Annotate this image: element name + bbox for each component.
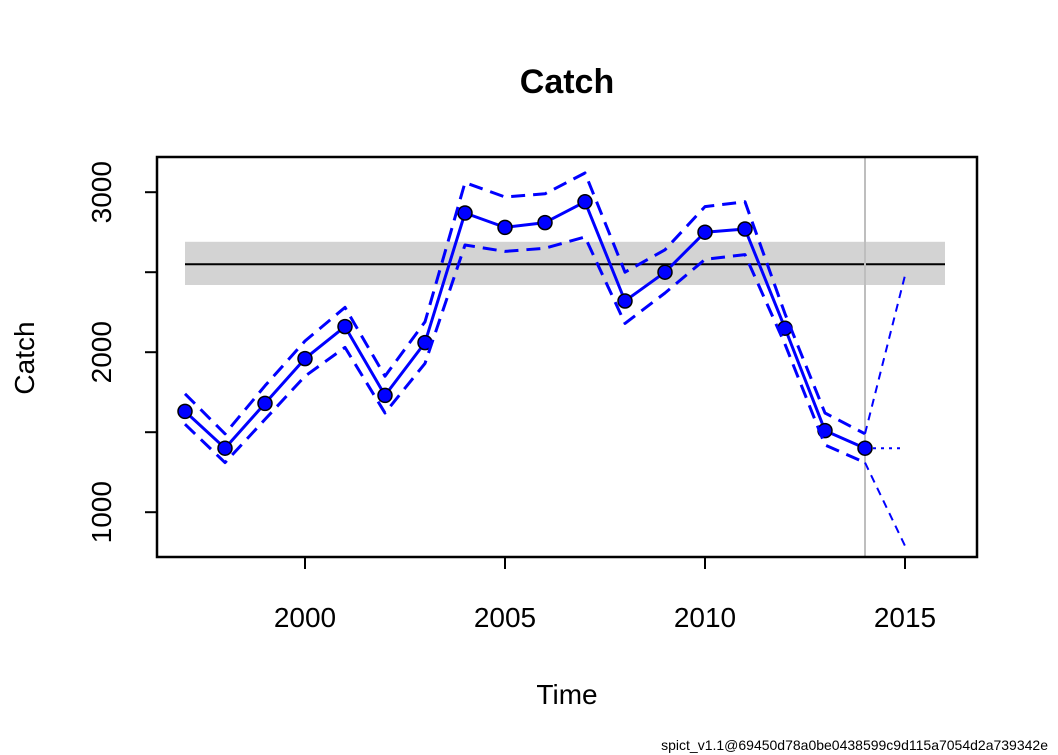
data-point <box>457 205 473 221</box>
data-point <box>657 264 673 280</box>
chart-title: Catch <box>520 63 614 101</box>
series-line-lower-ci <box>183 235 866 465</box>
series-line-upper-ci <box>183 171 866 436</box>
x-tick-label: 2005 <box>474 602 536 633</box>
data-point <box>257 395 273 412</box>
data-point <box>537 214 553 231</box>
plot-area <box>177 157 945 557</box>
data-point <box>697 224 713 240</box>
data-point <box>177 403 193 420</box>
series-line-forecast-upper <box>864 275 906 435</box>
plot-frame <box>155 155 979 559</box>
y-tick-label: 2000 <box>86 321 117 383</box>
series-line-forecast-lower <box>864 462 906 547</box>
series-line-estimate <box>183 200 866 450</box>
data-point <box>497 219 513 236</box>
x-tick-label: 2000 <box>274 602 336 633</box>
version-footer: spict_v1.1@69450d78a0be0438599c9d115a705… <box>661 737 1048 753</box>
x-axis-label: Time <box>536 679 597 710</box>
x-tick-label: 2015 <box>874 602 936 633</box>
data-point <box>737 221 753 237</box>
data-point <box>337 318 353 335</box>
x-tick-label: 2010 <box>674 602 736 633</box>
data-point <box>617 293 633 309</box>
data-point <box>577 194 593 210</box>
data-point <box>217 440 233 456</box>
data-point <box>297 350 313 367</box>
y-axis-label: Catch <box>9 321 40 394</box>
y-tick-label: 3000 <box>86 161 117 223</box>
y-tick-label: 1000 <box>86 481 117 543</box>
axes: 2000 2005 2010 2015 1000 2000 3000 <box>86 155 979 633</box>
data-point <box>377 387 393 404</box>
